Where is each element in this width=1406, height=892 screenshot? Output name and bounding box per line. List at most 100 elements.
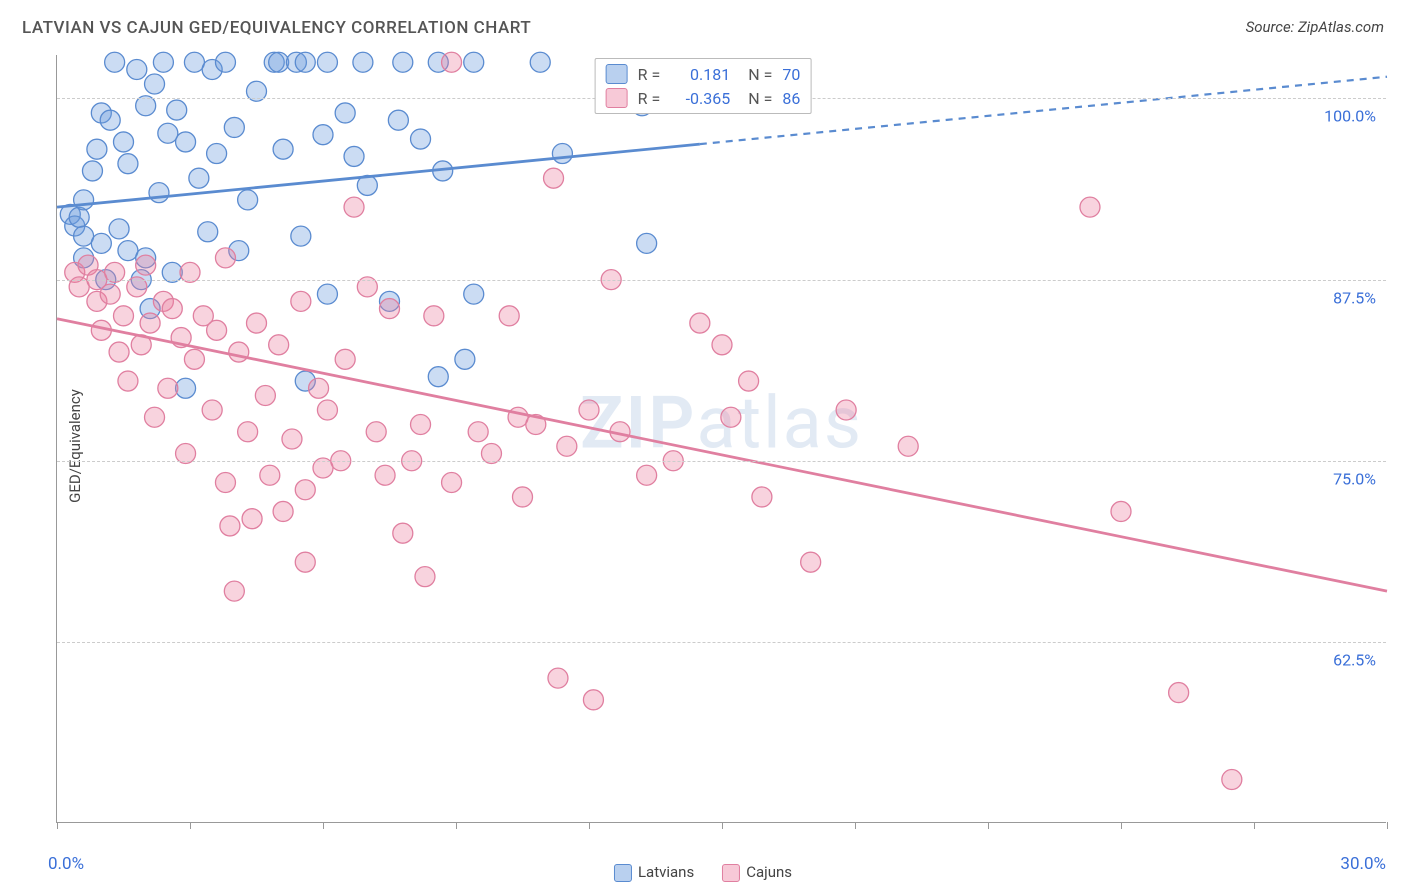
x-tick — [1387, 822, 1388, 829]
data-point — [1080, 197, 1100, 217]
data-point — [114, 132, 134, 152]
data-point — [87, 139, 107, 159]
data-point — [442, 52, 462, 72]
data-point — [411, 129, 431, 149]
y-tick-label: 87.5% — [1333, 288, 1376, 307]
n-value: 70 — [782, 65, 800, 84]
data-point — [149, 183, 169, 203]
data-point — [548, 668, 568, 688]
legend-swatch — [722, 864, 740, 882]
n-value: 86 — [782, 89, 800, 108]
data-point — [109, 342, 129, 362]
data-point — [295, 480, 315, 500]
data-point — [145, 407, 165, 427]
data-point — [269, 52, 289, 72]
grid-line — [57, 461, 1386, 462]
data-point — [393, 523, 413, 543]
data-point — [255, 386, 275, 406]
grid-line — [57, 642, 1386, 643]
data-point — [690, 313, 710, 333]
data-point — [295, 52, 315, 72]
data-point — [247, 313, 267, 333]
data-point — [74, 226, 94, 246]
data-point — [198, 222, 218, 242]
legend-label: Latvians — [638, 863, 694, 881]
n-label: N = — [748, 65, 772, 84]
data-point — [721, 407, 741, 427]
data-point — [207, 144, 227, 164]
data-point — [1222, 770, 1242, 790]
data-point — [557, 436, 577, 456]
data-point — [167, 100, 187, 120]
data-point — [291, 226, 311, 246]
data-point — [513, 487, 533, 507]
data-point — [739, 371, 759, 391]
data-point — [380, 299, 400, 319]
data-point — [184, 52, 204, 72]
data-point — [375, 465, 395, 485]
x-tick — [855, 822, 856, 829]
data-point — [114, 306, 134, 326]
n-label: N = — [748, 89, 772, 108]
legend-bottom: Latvians Cajuns — [614, 863, 792, 882]
data-point — [215, 52, 235, 72]
data-point — [1111, 501, 1131, 521]
data-point — [295, 552, 315, 572]
data-point — [836, 400, 856, 420]
data-point — [162, 299, 182, 319]
data-point — [530, 52, 550, 72]
plot-area: ZIPatlas 62.5%75.0%87.5%100.0% — [56, 55, 1386, 823]
data-point — [313, 125, 333, 145]
r-value: 0.181 — [670, 65, 730, 84]
legend-label: Cajuns — [746, 863, 792, 881]
x-tick — [323, 822, 324, 829]
data-point — [105, 52, 125, 72]
data-point — [583, 690, 603, 710]
data-point — [637, 465, 657, 485]
data-point — [100, 284, 120, 304]
scatter-svg — [57, 55, 1386, 822]
stats-swatch — [606, 88, 628, 108]
data-point — [260, 465, 280, 485]
data-point — [317, 52, 337, 72]
data-point — [158, 378, 178, 398]
data-point — [158, 123, 178, 143]
data-point — [238, 190, 258, 210]
data-point — [552, 144, 572, 164]
r-value: -0.365 — [670, 89, 730, 108]
data-point — [82, 161, 102, 181]
data-point — [69, 207, 89, 227]
data-point — [118, 154, 138, 174]
data-point — [344, 146, 364, 166]
data-point — [424, 306, 444, 326]
data-point — [801, 552, 821, 572]
legend-swatch — [614, 864, 632, 882]
data-point — [353, 52, 373, 72]
chart-title: LATVIAN VS CAJUN GED/EQUIVALENCY CORRELA… — [22, 18, 531, 38]
data-point — [508, 407, 528, 427]
data-point — [291, 291, 311, 311]
stats-row: R = 0.181 N = 70 — [606, 62, 801, 86]
data-point — [118, 371, 138, 391]
data-point — [176, 132, 196, 152]
data-point — [1169, 683, 1189, 703]
data-point — [140, 313, 160, 333]
data-point — [269, 335, 289, 355]
stats-swatch — [606, 64, 628, 84]
data-point — [215, 472, 235, 492]
data-point — [411, 415, 431, 435]
x-axis-max-label: 30.0% — [1340, 854, 1386, 874]
r-label: R = — [638, 65, 661, 84]
data-point — [335, 103, 355, 123]
data-point — [224, 117, 244, 137]
data-point — [415, 567, 435, 587]
data-point — [207, 320, 227, 340]
trend-line — [57, 144, 700, 207]
data-point — [118, 241, 138, 261]
data-point — [428, 367, 448, 387]
data-point — [712, 335, 732, 355]
data-point — [317, 400, 337, 420]
data-point — [220, 516, 240, 536]
data-point — [335, 349, 355, 369]
data-point — [100, 110, 120, 130]
